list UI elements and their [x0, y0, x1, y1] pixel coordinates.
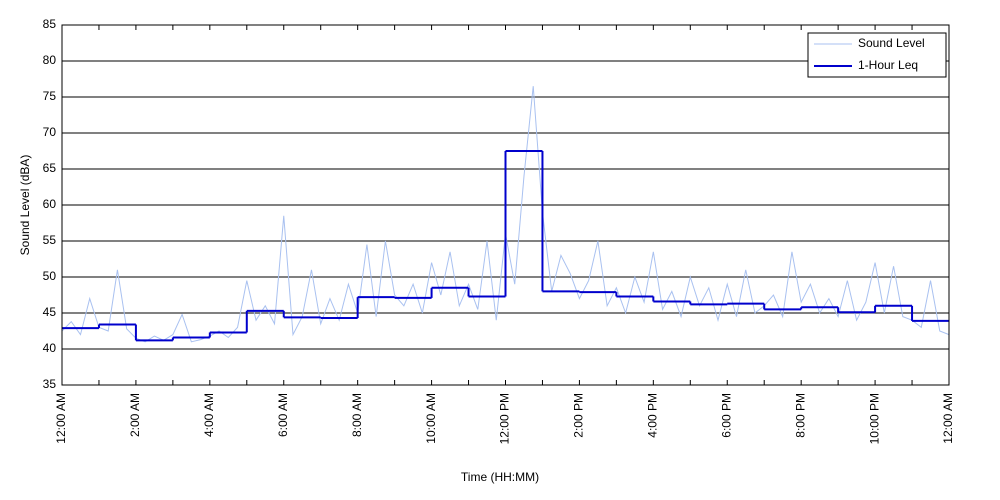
x-tick-label: 10:00 AM [424, 393, 438, 444]
plot-frame [61, 24, 950, 386]
y-tick-label: 35 [43, 377, 57, 391]
y-tick-label: 50 [43, 269, 57, 283]
y-axis-label: Sound Level (dBA) [18, 155, 32, 256]
x-tick-label: 2:00 AM [128, 393, 142, 437]
y-tick-label: 45 [43, 305, 57, 319]
y-tick-label: 80 [43, 53, 57, 67]
y-tick-label: 40 [43, 341, 57, 355]
legend-label: 1-Hour Leq [858, 58, 918, 72]
x-tick-label: 10:00 PM [867, 393, 881, 444]
y-tick-label: 55 [43, 233, 57, 247]
y-tick-label: 70 [43, 125, 57, 139]
y-tick-label: 65 [43, 161, 57, 175]
legend-box [807, 32, 947, 78]
x-tick-label: 8:00 PM [793, 393, 807, 438]
x-tick-label: 12:00 PM [498, 393, 512, 444]
x-tick-label: 8:00 AM [350, 393, 364, 437]
x-tick-label: 2:00 PM [572, 393, 586, 438]
x-tick-label: 4:00 PM [646, 393, 660, 438]
y-tick-label: 85 [43, 17, 57, 31]
x-tick-label: 4:00 AM [202, 393, 216, 437]
x-tick-label: 6:00 AM [276, 393, 290, 437]
x-tick-label: 6:00 PM [719, 393, 733, 438]
y-tick-label: 75 [43, 89, 57, 103]
y-tick-label: 60 [43, 197, 57, 211]
x-tick-label: 12:00 AM [941, 393, 955, 444]
x-axis-label: Time (HH:MM) [461, 470, 539, 484]
legend-label: Sound Level [858, 36, 925, 50]
x-tick-label: 12:00 AM [54, 393, 68, 444]
